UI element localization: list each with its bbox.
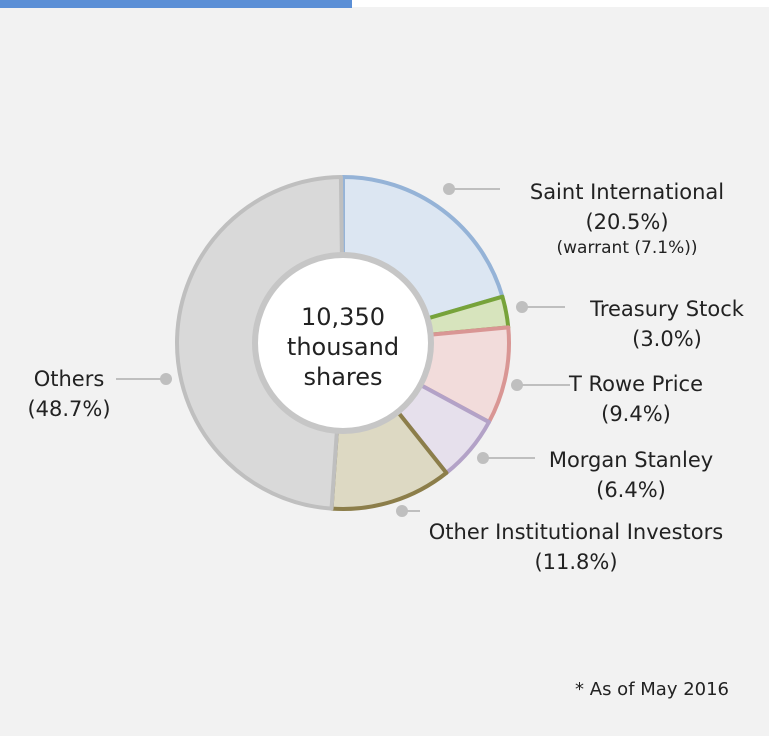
header-bar [0, 0, 352, 8]
footnote: * As of May 2016 [575, 679, 729, 700]
slice-value-label: (48.7%) [27, 397, 110, 421]
slice-value-label: (9.4%) [601, 402, 671, 426]
center-label: thousand [287, 333, 399, 361]
leader-dot [160, 373, 172, 385]
center-label: shares [303, 363, 382, 391]
leader-dot [396, 505, 408, 517]
center-circle [252, 252, 434, 434]
slice-label: T Rowe Price [568, 372, 703, 396]
slice-label: Saint International [530, 180, 724, 204]
slice-value-label: (6.4%) [596, 478, 666, 502]
slice-value-label: (3.0%) [632, 327, 702, 351]
center-label: 10,350 [301, 303, 385, 331]
leader-dot [443, 183, 455, 195]
slice-label: Treasury Stock [589, 297, 745, 321]
leader-dot [477, 452, 489, 464]
slice-label: Others [34, 367, 105, 391]
slice-value-label: (20.5%) [585, 210, 668, 234]
leader-dot [516, 301, 528, 313]
leader-dot [511, 379, 523, 391]
slice-value-label: (11.8%) [534, 550, 617, 574]
slice-note: (warrant (7.1%)) [557, 238, 698, 258]
slice-label: Morgan Stanley [549, 448, 713, 472]
slice-label: Other Institutional Investors [429, 520, 723, 544]
